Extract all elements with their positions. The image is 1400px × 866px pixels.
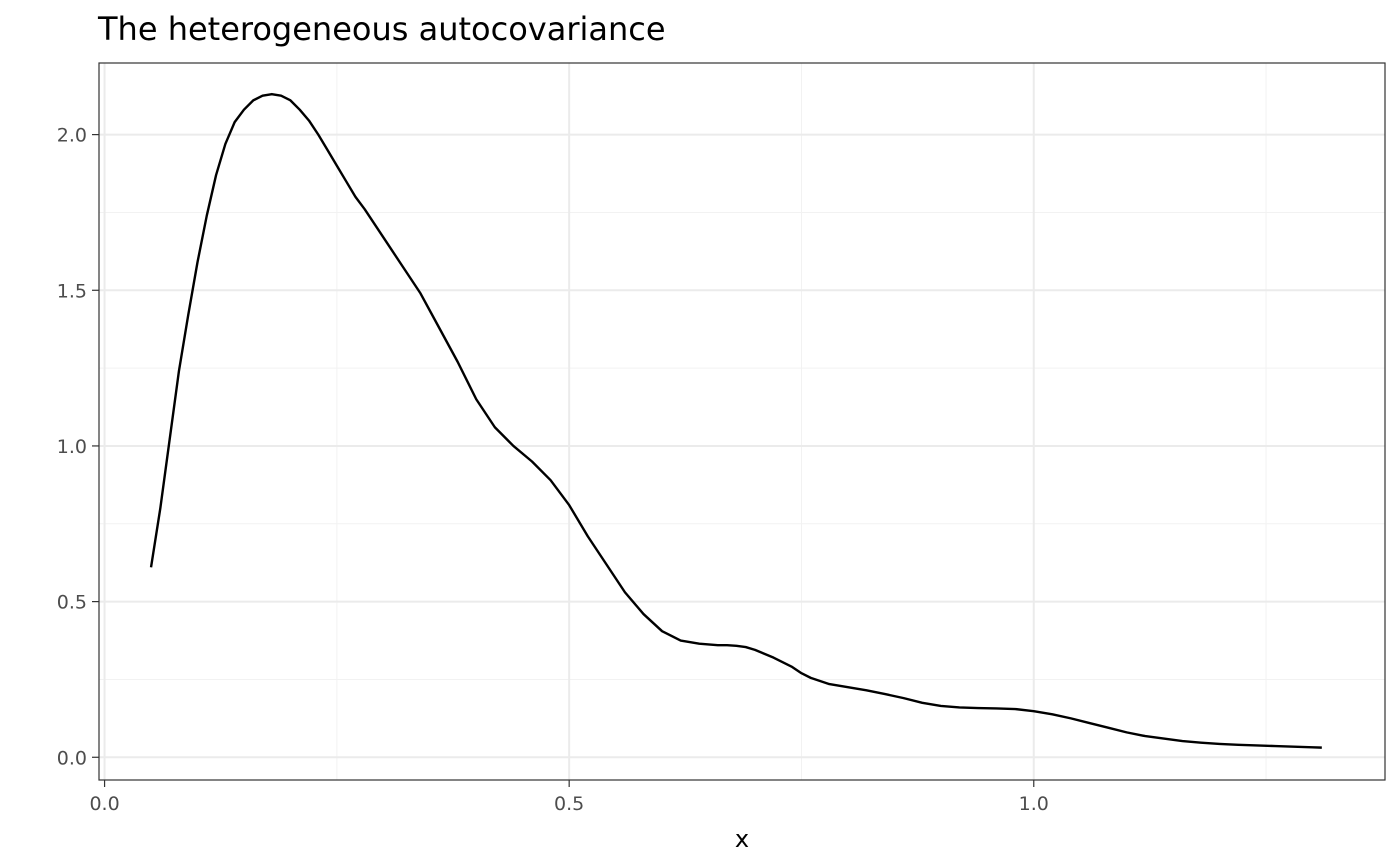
y-tick-label: 0.5: [57, 592, 87, 614]
plot-background: [99, 63, 1385, 780]
plot-border: [98, 62, 1386, 781]
x-tick-label: 1.0: [1019, 793, 1049, 815]
x-axis: 0.0 0.5 1.0: [89, 780, 1049, 815]
x-tick-label: 0.5: [554, 793, 584, 815]
series-group: [149, 92, 1322, 749]
y-tick-label: 1.5: [57, 280, 87, 302]
chart-title: The heterogeneous autocovariance: [97, 10, 666, 48]
major-gridlines: [99, 63, 1385, 780]
y-tick-label: 0.0: [57, 747, 87, 769]
y-tick-label: 1.0: [57, 436, 87, 458]
minor-gridlines: [99, 63, 1385, 780]
y-axis: 0.0 0.5 1.0 1.5 2.0: [57, 125, 99, 769]
series-line: [149, 92, 1322, 749]
x-axis-label: x: [735, 825, 749, 853]
y-tick-label: 2.0: [57, 125, 87, 147]
x-tick-label: 0.0: [89, 793, 119, 815]
